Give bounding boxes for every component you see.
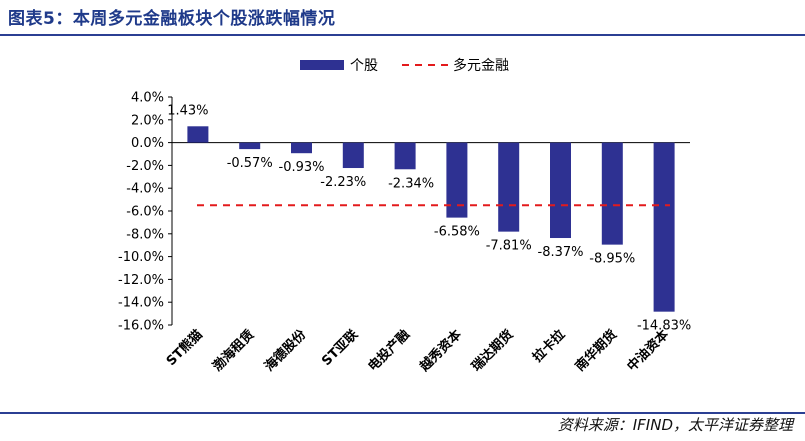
- data-label: -0.93%: [279, 160, 325, 175]
- x-tick-label: 中油资本: [624, 327, 672, 375]
- bar: [187, 126, 209, 143]
- legend-label-series: 个股: [350, 58, 378, 74]
- x-tick-label: 南华期货: [572, 327, 620, 375]
- y-tick-label: -6.0%: [126, 205, 164, 220]
- data-label: -0.57%: [227, 156, 273, 171]
- bar: [446, 142, 468, 218]
- x-tick-label: 拉卡拉: [529, 327, 568, 366]
- y-tick-label: -10.0%: [118, 250, 164, 265]
- y-tick-label: -2.0%: [126, 159, 164, 174]
- x-tick-label: 瑞达期货: [468, 327, 516, 375]
- x-tick-label: ST熊猫: [163, 327, 206, 370]
- data-label: -7.81%: [486, 239, 532, 254]
- y-tick-label: 0.0%: [131, 136, 164, 151]
- data-label: -2.23%: [320, 175, 366, 190]
- data-label: -2.34%: [388, 176, 434, 191]
- bar: [601, 142, 623, 245]
- data-label: -8.37%: [538, 245, 584, 260]
- data-label: -8.95%: [589, 252, 635, 267]
- data-label: -6.58%: [434, 225, 480, 240]
- x-tick-label: ST亚联: [319, 327, 361, 369]
- top-rule: [0, 34, 805, 36]
- bar: [498, 142, 520, 232]
- bar: [550, 142, 571, 239]
- source-note: 资料来源：IFIND，太平洋证券整理: [557, 416, 793, 434]
- y-tick-label: -8.0%: [126, 227, 164, 242]
- data-label: 1.43%: [167, 103, 208, 118]
- bar: [394, 142, 416, 170]
- y-tick-label: 2.0%: [131, 113, 164, 128]
- y-tick-label: 4.0%: [131, 91, 164, 106]
- bottom-rule: [0, 412, 805, 414]
- x-tick-label: 海德股份: [261, 326, 310, 375]
- x-tick-label: 越秀资本: [416, 327, 465, 376]
- y-tick-label: -14.0%: [118, 296, 164, 311]
- y-tick-label: -12.0%: [118, 273, 164, 288]
- y-tick-label: -4.0%: [126, 182, 164, 197]
- chart-title: 图表5：本周多元金融板块个股涨跌幅情况: [8, 9, 336, 29]
- bar: [239, 142, 261, 150]
- bar: [291, 142, 312, 154]
- bar: [653, 142, 675, 312]
- legend-swatch-series: [300, 60, 344, 70]
- bar: [342, 142, 364, 169]
- x-tick-label: 渤海租赁: [209, 327, 257, 375]
- x-tick-label: 电投产融: [365, 327, 413, 375]
- legend-label-reference: 多元金融: [453, 57, 509, 74]
- data-label: -14.83%: [637, 319, 691, 334]
- y-tick-label: -16.0%: [118, 319, 164, 334]
